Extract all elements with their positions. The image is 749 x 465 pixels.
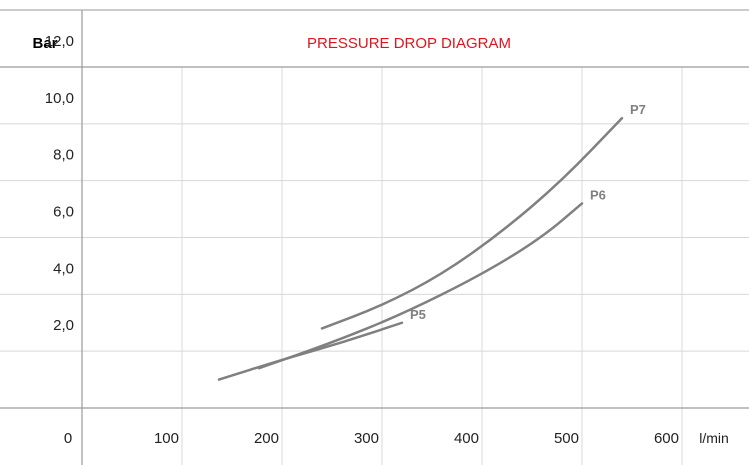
series-labels: P5 P6 P7 <box>410 102 646 322</box>
y-tick-label: 12,0 <box>45 33 74 50</box>
y-tick-label: 2,0 <box>53 317 74 334</box>
y-tick-label: 10,0 <box>45 90 74 107</box>
y-tick-label: 8,0 <box>53 147 74 164</box>
x-tick-label: 200 <box>254 430 279 447</box>
chart-title: PRESSURE DROP DIAGRAM <box>307 35 511 52</box>
series-label-p5: P5 <box>410 307 426 322</box>
x-tick-label: 400 <box>454 430 479 447</box>
y-axis-label: Bar <box>32 35 57 52</box>
grid <box>0 66 749 465</box>
x-tick-label: 500 <box>554 430 579 447</box>
series-lines <box>217 116 624 381</box>
x-tick-label: 100 <box>154 430 179 447</box>
x-tick-labels: 100 200 300 400 500 600 <box>154 430 679 447</box>
y-tick-label: 6,0 <box>53 204 74 221</box>
series-line-p7 <box>320 116 624 330</box>
chart-frame <box>0 9 749 465</box>
series-label-p6: P6 <box>590 187 606 202</box>
y-tick-label: 4,0 <box>53 260 74 277</box>
series-label-p7: P7 <box>630 102 646 117</box>
origin-label: 0 <box>64 430 72 447</box>
y-tick-labels: 12,0 10,0 8,0 6,0 4,0 2,0 <box>45 33 74 334</box>
series-line-p6 <box>257 202 584 370</box>
x-tick-label: 600 <box>654 430 679 447</box>
x-tick-label: 300 <box>354 430 379 447</box>
x-axis-unit-label: l/min <box>699 430 729 446</box>
